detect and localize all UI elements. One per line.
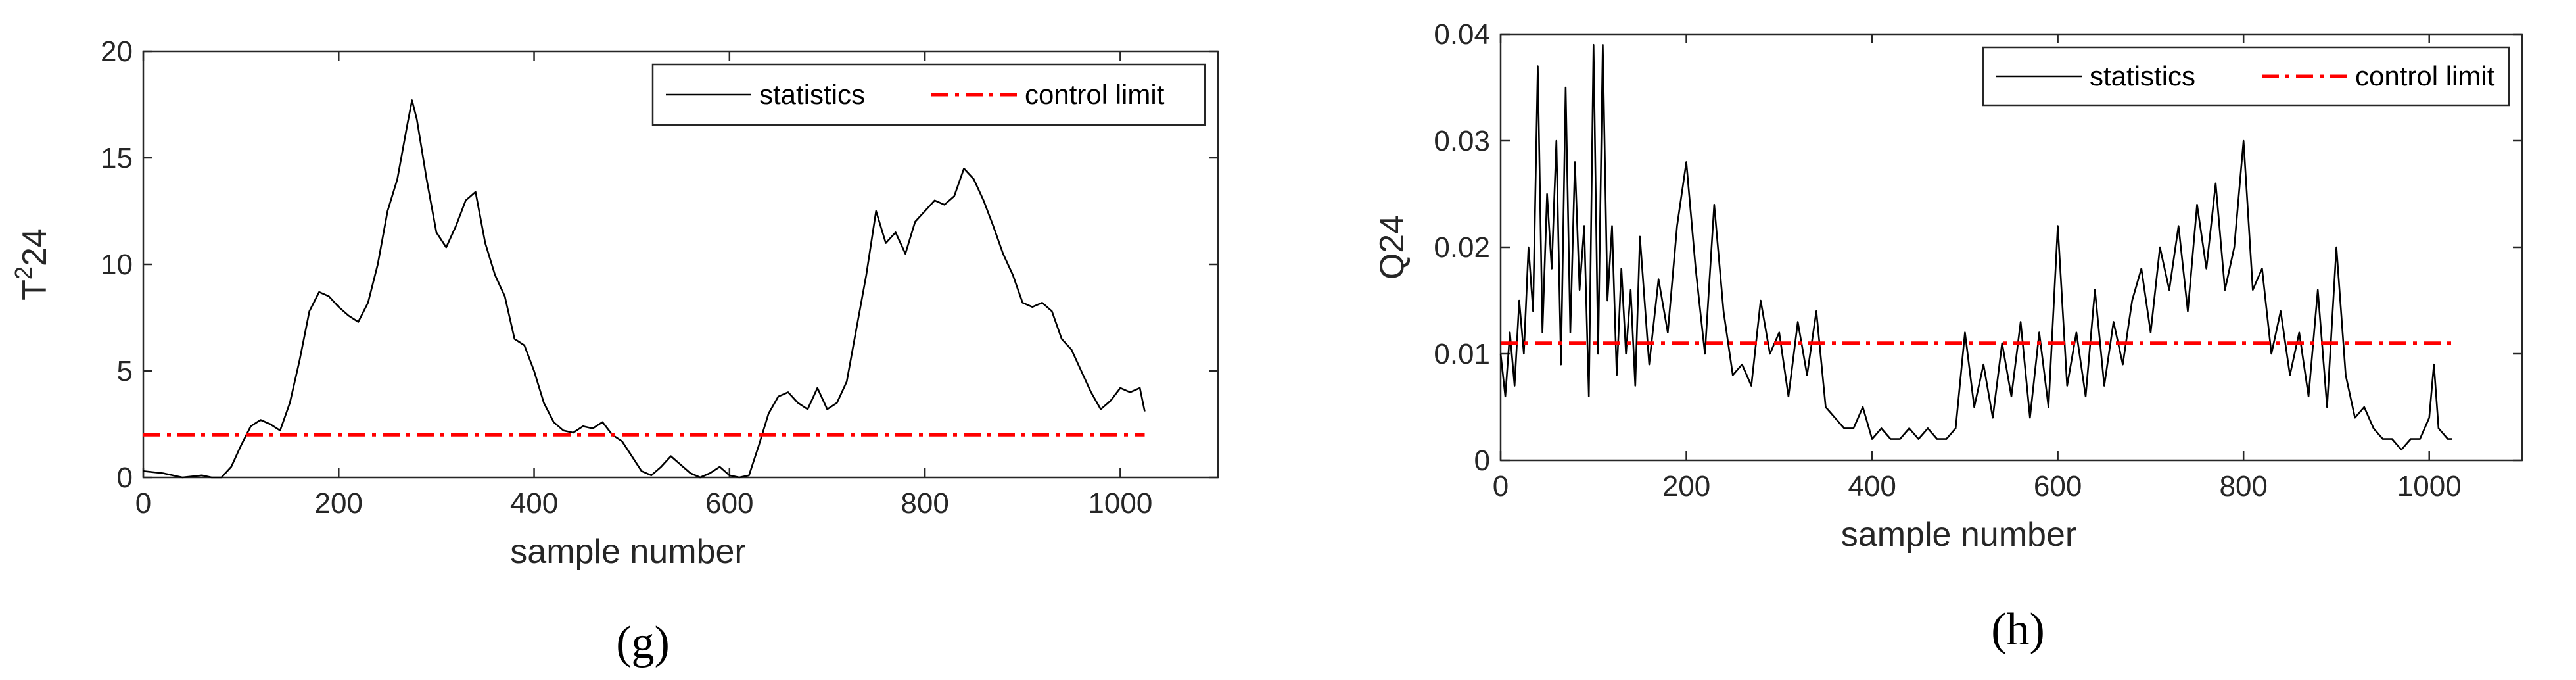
x-tick-label: 1000 xyxy=(2397,470,2462,502)
y-tick-label: 0.03 xyxy=(1434,125,1490,157)
x-tick-label: 1000 xyxy=(1088,487,1152,520)
x-tick-label: 600 xyxy=(705,487,753,520)
legend-label-control-limit: control limit xyxy=(1025,79,1165,110)
y-axis-label: Q24 xyxy=(1373,215,1411,279)
x-tick-label: 0 xyxy=(135,487,151,520)
x-tick-label: 800 xyxy=(901,487,948,520)
x-tick-label: 800 xyxy=(2219,470,2267,502)
panel-caption: (h) xyxy=(1991,604,2045,655)
y-axis-label: T224 xyxy=(10,228,54,301)
legend-label-statistics: statistics xyxy=(759,79,865,110)
y-tick-label: 0 xyxy=(1474,445,1490,477)
x-tick-label: 400 xyxy=(510,487,558,520)
y-tick-label: 0.01 xyxy=(1434,338,1490,370)
x-tick-label: 200 xyxy=(315,487,363,520)
y-tick-label: 0 xyxy=(117,462,133,494)
series-line-statistics xyxy=(1499,43,2452,451)
series-line-statistics xyxy=(143,99,1146,479)
y-tick-label: 5 xyxy=(117,355,133,387)
x-tick-label: 600 xyxy=(2034,470,2082,502)
y-tick-label: 15 xyxy=(101,142,133,174)
x-tick-label: 200 xyxy=(1662,470,1710,502)
x-axis-label: sample number xyxy=(1841,516,2076,554)
y-tick-label: 0.02 xyxy=(1434,231,1490,264)
chart-panel-g: 0 200 400 600 800 1000 0 5 10 15 20 statistics contr… xyxy=(10,36,1219,668)
chart-panel-h: 0 200 400 600 800 1000 0 0.01 0.02 0.03 0.04 statis… xyxy=(1373,18,2523,655)
legend-label-control-limit: control limit xyxy=(2355,61,2495,91)
x-axis-label: sample number xyxy=(510,533,745,571)
y-tick-label: 0.04 xyxy=(1434,18,1490,51)
panel-caption: (g) xyxy=(616,618,670,668)
legend-label-statistics: statistics xyxy=(2090,61,2195,91)
y-tick-label: 10 xyxy=(101,249,133,281)
x-tick-label: 400 xyxy=(1848,470,1896,502)
x-tick-label: 0 xyxy=(1493,470,1509,502)
legend-box xyxy=(1982,46,2510,107)
y-tick-label: 20 xyxy=(101,36,133,68)
